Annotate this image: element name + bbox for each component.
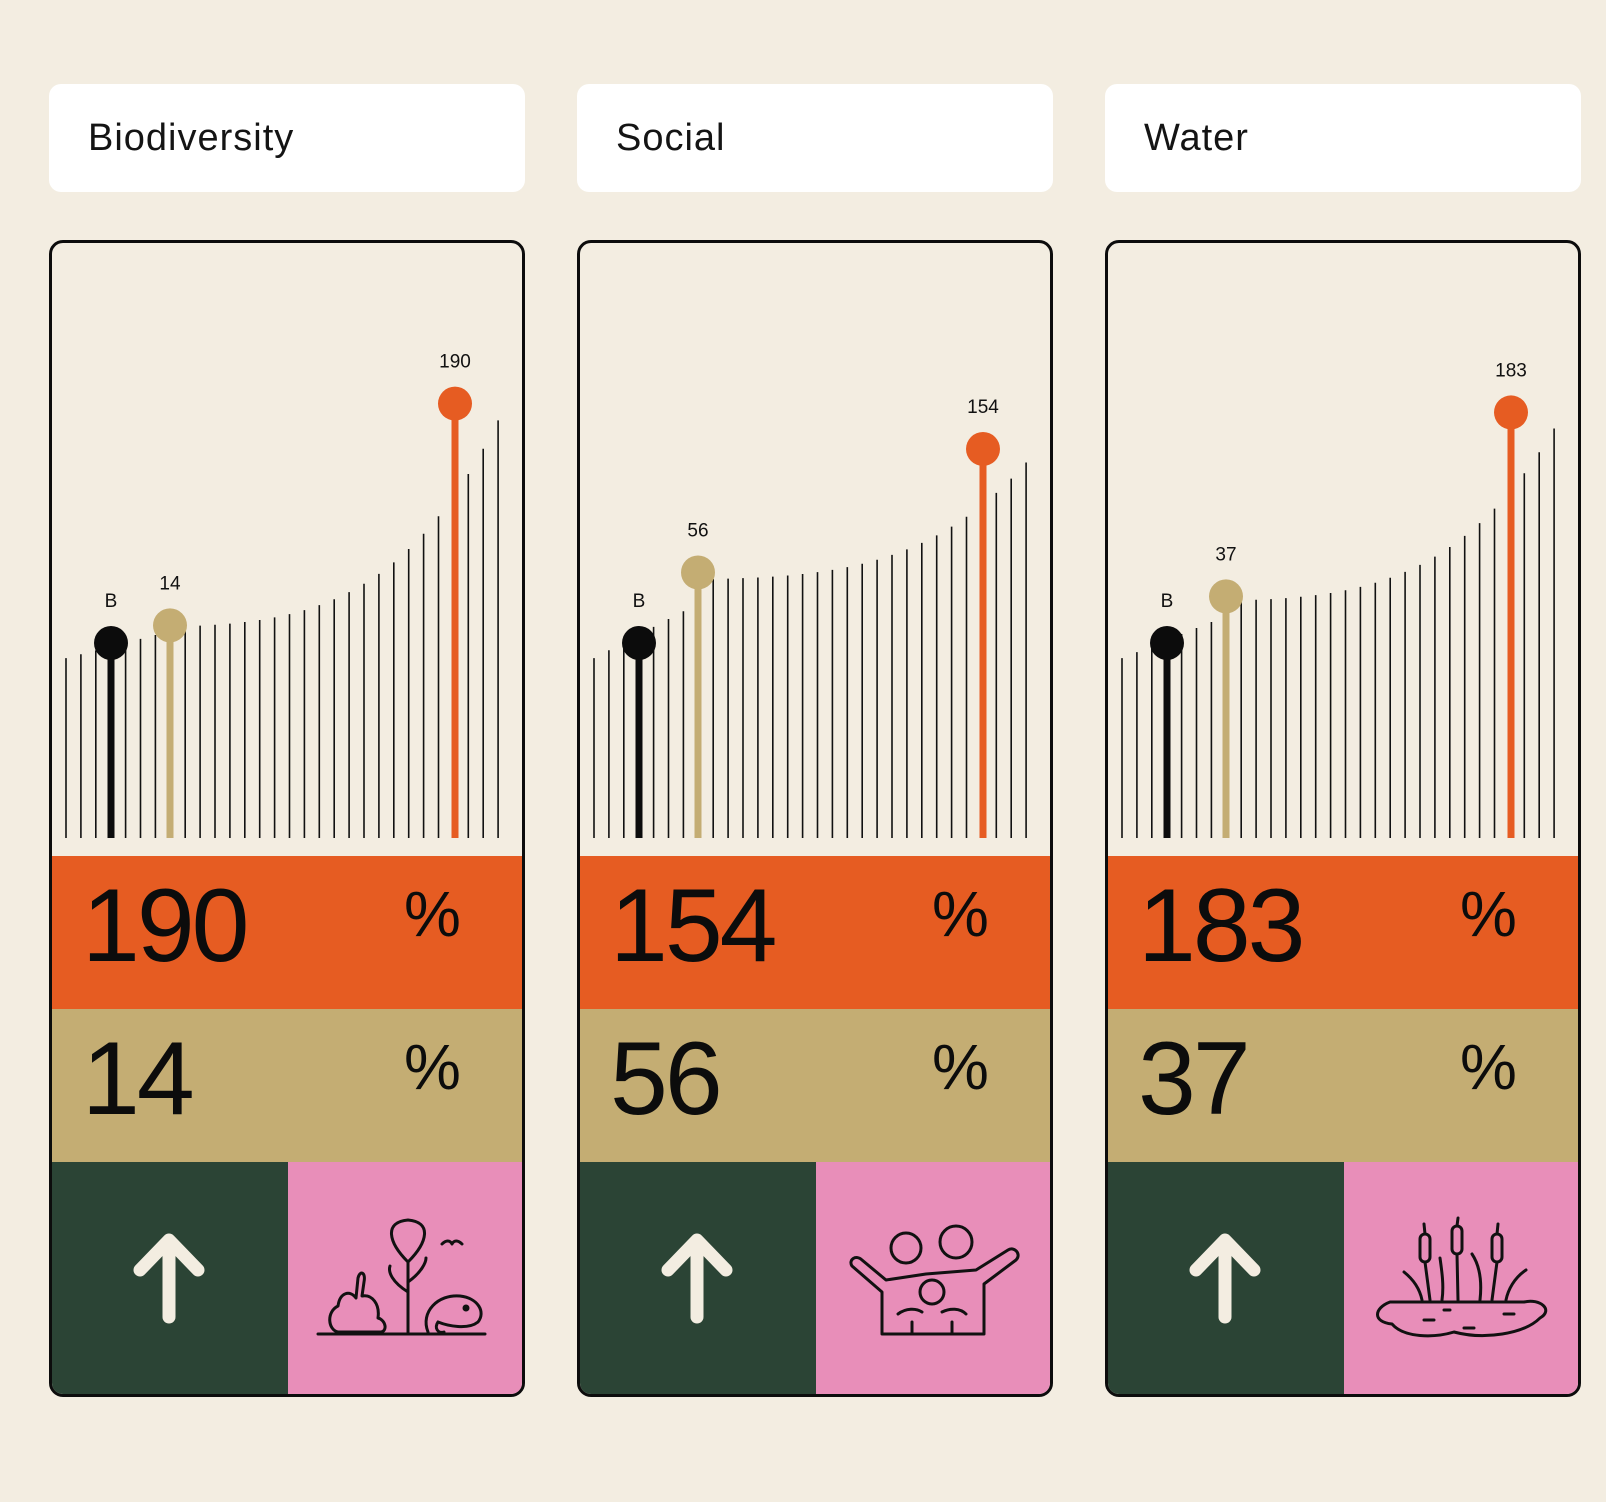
marker-dot bbox=[1209, 579, 1243, 614]
marker-label: 154 bbox=[967, 397, 999, 418]
category-tile bbox=[816, 1162, 1050, 1394]
marker-label: B bbox=[105, 591, 118, 612]
indicator-card: B 56 154 154 % 56 % bbox=[577, 240, 1053, 1397]
primary-value: 190 bbox=[82, 868, 250, 984]
up-arrow-icon bbox=[133, 1233, 205, 1324]
secondary-value-band: 14 % bbox=[52, 1009, 522, 1162]
marker-dot bbox=[153, 608, 187, 643]
wildlife-icon bbox=[316, 1218, 487, 1336]
primary-value-band: 183 % bbox=[1108, 856, 1578, 1009]
primary-unit: % bbox=[404, 878, 461, 950]
secondary-value: 14 bbox=[82, 1021, 195, 1137]
family-icon bbox=[849, 1224, 1020, 1336]
indicator-card: B 37 183 183 % 37 % bbox=[1105, 240, 1581, 1397]
marker-dot bbox=[1494, 395, 1528, 430]
secondary-value: 37 bbox=[1138, 1021, 1251, 1137]
spike-chart: B 56 154 bbox=[593, 397, 1027, 838]
secondary-value-band: 37 % bbox=[1108, 1009, 1578, 1162]
panel-title: Biodiversity bbox=[49, 84, 525, 192]
marker-label: 190 bbox=[439, 352, 471, 373]
marker-dot bbox=[94, 626, 128, 660]
secondary-unit: % bbox=[1460, 1031, 1517, 1103]
marker-label: 183 bbox=[1495, 360, 1527, 381]
marker-dot bbox=[681, 555, 715, 590]
marker-dot bbox=[1150, 626, 1184, 660]
primary-value: 183 bbox=[1138, 868, 1306, 984]
primary-value: 154 bbox=[610, 868, 778, 984]
secondary-unit: % bbox=[932, 1031, 989, 1103]
wetland-icon bbox=[1376, 1216, 1548, 1338]
category-tile bbox=[1344, 1162, 1578, 1394]
primary-value-band: 190 % bbox=[52, 856, 522, 1009]
panel-title: Water bbox=[1105, 84, 1581, 192]
primary-unit: % bbox=[1460, 878, 1517, 950]
trend-tile bbox=[1108, 1162, 1344, 1394]
spike-chart: B 37 183 bbox=[1121, 360, 1555, 838]
spike-chart: B 14 190 bbox=[65, 352, 499, 838]
secondary-unit: % bbox=[404, 1031, 461, 1103]
category-tile bbox=[288, 1162, 522, 1394]
marker-dot bbox=[622, 626, 656, 660]
marker-label: 56 bbox=[687, 520, 708, 541]
marker-label: B bbox=[1161, 591, 1174, 612]
up-arrow-icon bbox=[1189, 1233, 1261, 1324]
secondary-value: 56 bbox=[610, 1021, 723, 1137]
marker-label: B bbox=[633, 591, 646, 612]
marker-dot bbox=[966, 431, 1000, 466]
primary-unit: % bbox=[932, 878, 989, 950]
primary-value-band: 154 % bbox=[580, 856, 1050, 1009]
marker-label: 37 bbox=[1215, 544, 1236, 565]
secondary-value-band: 56 % bbox=[580, 1009, 1050, 1162]
marker-label: 14 bbox=[159, 573, 181, 594]
trend-tile bbox=[52, 1162, 288, 1394]
up-arrow-icon bbox=[661, 1233, 733, 1324]
indicator-card: B 14 190 190 % 14 % bbox=[49, 240, 525, 1397]
marker-dot bbox=[438, 386, 472, 421]
trend-tile bbox=[580, 1162, 816, 1394]
panel-title: Social bbox=[577, 84, 1053, 192]
